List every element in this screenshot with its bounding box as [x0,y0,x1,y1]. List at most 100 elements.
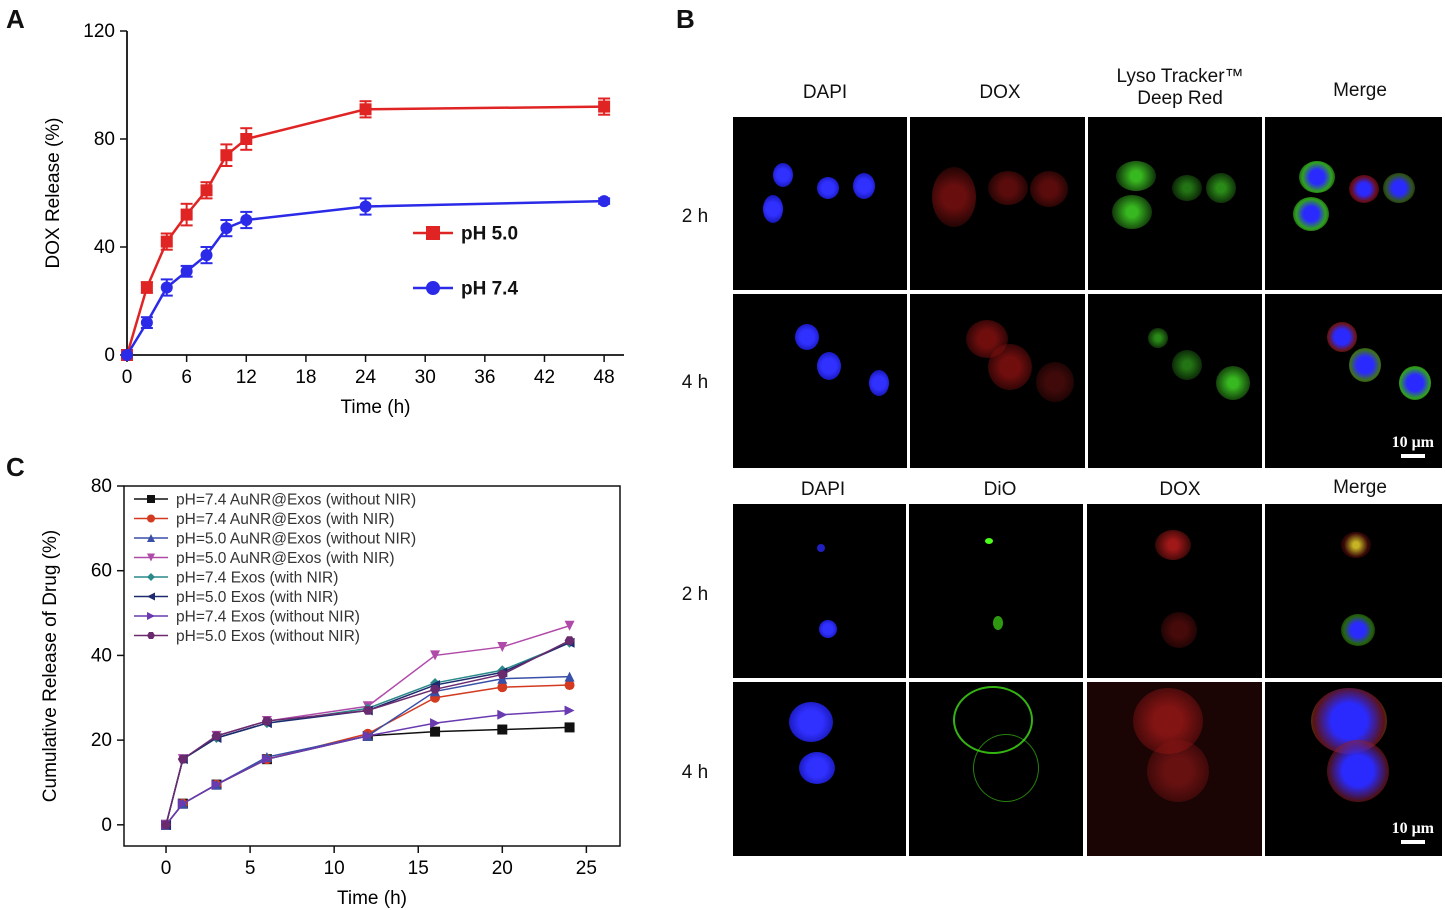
lyso-label-line2: Deep Red [1137,88,1223,109]
nucleus [817,177,839,199]
lyso-signal [1148,328,1168,348]
dox-signal [1147,740,1209,802]
series-line [165,675,570,826]
x-tick-label: 10 [324,858,345,879]
y-tick-label: 40 [94,237,115,258]
data-point [359,200,372,213]
series-line [165,709,570,826]
dio-signal [993,616,1003,630]
tile-top-2h-dox [910,117,1085,290]
data-point [240,133,253,145]
legend-label: pH 7.4 [461,279,518,300]
merged-cell [1399,366,1431,400]
data-point [430,718,441,729]
tile-top-4h-dox [910,294,1085,468]
x-axis-label: Time (h) [340,397,410,418]
data-point [121,349,133,361]
data-point [497,724,508,735]
top-col-label-dox: DOX [979,82,1021,103]
nucleus [817,544,825,552]
y-tick-label: 80 [91,476,112,497]
x-tick-label: 18 [295,367,316,388]
merged-cell [1327,740,1389,802]
data-point [177,798,188,809]
series-line [165,625,570,826]
legend-label: pH=7.4 Exos (without NIR) [176,608,360,625]
tile-bottom-2h-merge [1265,504,1442,678]
data-point [200,184,213,197]
scale-bar-top: 10 μm [1392,434,1434,458]
x-tick-label: 12 [236,367,257,388]
legend-marker [147,573,155,581]
x-tick-label: 6 [181,367,192,388]
lyso-signal [1172,175,1202,201]
data-point [180,265,193,278]
dox-signal [1036,362,1074,402]
merged-cell [1349,348,1381,382]
x-tick-label: 36 [474,367,495,388]
series-line [125,199,605,356]
y-tick-label: 20 [91,730,112,751]
micrograph-panel-b: DAPI DOX Lyso Tracker™ Deep Red Merge 2 … [660,0,1445,910]
nucleus [795,324,819,350]
x-tick-label: 25 [576,858,597,879]
tile-bottom-2h-dio [909,504,1083,678]
scale-bar-bottom-line [1400,840,1425,844]
legend-label: pH=5.0 AuNR@Exos (without NIR) [176,530,416,547]
dox-signal [1155,530,1191,560]
lyso-signal [1172,350,1202,380]
dox-signal [988,171,1028,205]
merged-cell [1383,173,1415,203]
chart-a-dox-release: 0 6 12 18 24 30 36 42 48 0 40 80 120 Time (h) DOX Rele… [43,21,624,418]
data-point [211,731,222,741]
panel-label-c: C [6,452,25,482]
y-axis-label: Cumulative Release of Drug (%) [40,530,61,802]
data-point [362,730,373,741]
data-point [220,222,233,235]
x-tick-label: 5 [245,858,256,879]
data-point [177,754,188,764]
chart-c-cumulative-release: 0 5 10 15 20 25 0 20 40 60 80 Time (h) Cumulative Re… [40,476,621,909]
panel-label-b: B [676,4,695,34]
data-point [261,754,272,765]
x-tick-label: 15 [408,858,429,879]
legend-label: pH=5.0 AuNR@Exos (with NIR) [176,550,395,567]
lyso-signal [1112,195,1152,229]
legend-marker [426,226,440,240]
x-tick-label: 48 [594,367,615,388]
legend-marker [147,534,155,542]
tile-top-2h-merge [1265,117,1442,290]
tile-top-4h-merge: 10 μm [1265,294,1442,468]
data-point [497,641,508,652]
tile-bottom-2h-dapi [733,504,906,678]
tile-top-2h-dapi [733,117,907,290]
data-point [160,281,173,294]
data-point [564,722,575,733]
x-tick-label: 0 [161,858,172,879]
x-tick-label: 42 [534,367,555,388]
y-tick-label: 80 [94,129,115,150]
legend-label: pH=5.0 Exos (without NIR) [176,628,360,645]
dox-signal [932,167,976,227]
nucleus [799,752,835,784]
bottom-col-label-dox: DOX [1159,479,1201,500]
x-tick-label: 30 [415,367,436,388]
legend-label: pH=5.0 Exos (with NIR) [176,589,338,606]
top-col-label-lyso: Lyso Tracker™ Deep Red [1095,66,1265,110]
bottom-row-label-2h: 2 h [681,584,709,605]
plot-frame [123,485,621,847]
dox-signal [1030,171,1068,207]
data-point [430,650,441,661]
scale-bar-bottom-label: 10 μm [1391,820,1434,837]
merged-cell [1299,161,1335,193]
legend-marker [147,592,155,601]
data-point [140,316,153,329]
data-point [564,680,575,691]
nucleus [817,352,841,380]
tile-bottom-4h-dio [909,682,1083,856]
lyso-signal [1206,173,1236,203]
data-point [211,779,222,790]
top-col-label-merge: Merge [1333,80,1387,101]
dox-signal [988,344,1032,390]
x-axis-label: Time (h) [337,888,407,909]
